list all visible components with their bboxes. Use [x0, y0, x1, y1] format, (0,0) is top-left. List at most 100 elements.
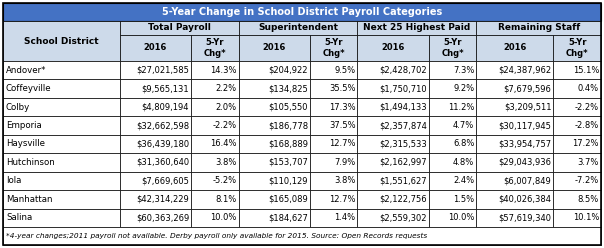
- Bar: [429, 61, 476, 79]
- Text: 7.3%: 7.3%: [453, 66, 474, 75]
- Text: $31,360,640: $31,360,640: [136, 158, 189, 167]
- Bar: [191, 135, 239, 153]
- Text: 12.7%: 12.7%: [329, 195, 355, 204]
- Text: School District: School District: [24, 36, 98, 45]
- Bar: [191, 61, 239, 79]
- Text: 9.2%: 9.2%: [453, 84, 474, 93]
- Text: $30,117,945: $30,117,945: [498, 121, 551, 130]
- Text: $2,428,702: $2,428,702: [379, 66, 427, 75]
- Text: 5-Yr
Chg*: 5-Yr Chg*: [204, 38, 226, 58]
- Bar: [120, 116, 191, 135]
- Text: 2016: 2016: [144, 43, 167, 53]
- Bar: [553, 116, 601, 135]
- Bar: [358, 21, 476, 35]
- Text: 3.8%: 3.8%: [334, 176, 355, 186]
- Text: 5-Yr
Chg*: 5-Yr Chg*: [323, 38, 345, 58]
- Text: $42,314,229: $42,314,229: [137, 195, 189, 204]
- Text: 2016: 2016: [381, 43, 405, 53]
- Bar: [429, 35, 476, 61]
- Bar: [358, 153, 429, 172]
- Text: 4.7%: 4.7%: [453, 121, 474, 130]
- Text: $168,889: $168,889: [268, 139, 308, 149]
- Bar: [358, 116, 429, 135]
- Bar: [476, 209, 553, 227]
- Bar: [553, 190, 601, 209]
- Bar: [429, 79, 476, 98]
- Text: 6.8%: 6.8%: [453, 139, 474, 149]
- Bar: [3, 98, 120, 116]
- Text: $32,662,598: $32,662,598: [136, 121, 189, 130]
- Bar: [310, 190, 358, 209]
- Bar: [3, 3, 601, 21]
- Bar: [429, 98, 476, 116]
- Bar: [429, 116, 476, 135]
- Bar: [358, 135, 429, 153]
- Bar: [476, 79, 553, 98]
- Bar: [476, 21, 601, 35]
- Text: $134,825: $134,825: [268, 84, 308, 93]
- Bar: [3, 172, 120, 190]
- Bar: [358, 209, 429, 227]
- Text: $33,954,757: $33,954,757: [498, 139, 551, 149]
- Bar: [3, 227, 601, 245]
- Bar: [358, 98, 429, 116]
- Bar: [239, 172, 310, 190]
- Text: -2.2%: -2.2%: [575, 103, 599, 112]
- Text: 2.2%: 2.2%: [216, 84, 237, 93]
- Bar: [3, 79, 120, 98]
- Bar: [3, 153, 120, 172]
- Bar: [3, 190, 120, 209]
- Text: 8.1%: 8.1%: [216, 195, 237, 204]
- Text: 4.8%: 4.8%: [453, 158, 474, 167]
- Text: 2016: 2016: [263, 43, 286, 53]
- Bar: [310, 153, 358, 172]
- Bar: [553, 153, 601, 172]
- Text: *4-year changes;2011 payroll not available. Derby payroll only available for 201: *4-year changes;2011 payroll not availab…: [6, 233, 427, 239]
- Text: 9.5%: 9.5%: [335, 66, 355, 75]
- Bar: [476, 35, 553, 61]
- Text: $1,750,710: $1,750,710: [379, 84, 427, 93]
- Bar: [310, 35, 358, 61]
- Text: $110,129: $110,129: [268, 176, 308, 186]
- Text: -7.2%: -7.2%: [575, 176, 599, 186]
- Bar: [553, 209, 601, 227]
- Bar: [120, 61, 191, 79]
- Bar: [191, 116, 239, 135]
- Text: $1,551,627: $1,551,627: [379, 176, 427, 186]
- Bar: [310, 79, 358, 98]
- Bar: [310, 116, 358, 135]
- Bar: [239, 209, 310, 227]
- Bar: [553, 135, 601, 153]
- Bar: [358, 190, 429, 209]
- Bar: [476, 61, 553, 79]
- Text: $4,809,194: $4,809,194: [141, 103, 189, 112]
- Text: Hutchinson: Hutchinson: [6, 158, 55, 167]
- Bar: [120, 35, 191, 61]
- Bar: [3, 61, 120, 79]
- Text: -5.2%: -5.2%: [213, 176, 237, 186]
- Text: $36,439,180: $36,439,180: [136, 139, 189, 149]
- Bar: [429, 135, 476, 153]
- Bar: [239, 190, 310, 209]
- Bar: [553, 172, 601, 190]
- Bar: [120, 79, 191, 98]
- Text: $24,387,962: $24,387,962: [498, 66, 551, 75]
- Text: Next 25 Highest Paid: Next 25 Highest Paid: [363, 24, 471, 32]
- Bar: [553, 98, 601, 116]
- Bar: [239, 153, 310, 172]
- Bar: [310, 172, 358, 190]
- Text: 5-Yr
Chg*: 5-Yr Chg*: [441, 38, 464, 58]
- Bar: [191, 79, 239, 98]
- Bar: [191, 172, 239, 190]
- Text: $1,494,133: $1,494,133: [379, 103, 427, 112]
- Text: 5-Yr
Chg*: 5-Yr Chg*: [566, 38, 588, 58]
- Text: 35.5%: 35.5%: [329, 84, 355, 93]
- Text: 10.0%: 10.0%: [210, 213, 237, 222]
- Bar: [476, 190, 553, 209]
- Text: Andover*: Andover*: [6, 66, 47, 75]
- Bar: [120, 135, 191, 153]
- Bar: [120, 153, 191, 172]
- Bar: [120, 21, 239, 35]
- Bar: [429, 209, 476, 227]
- Text: 3.8%: 3.8%: [215, 158, 237, 167]
